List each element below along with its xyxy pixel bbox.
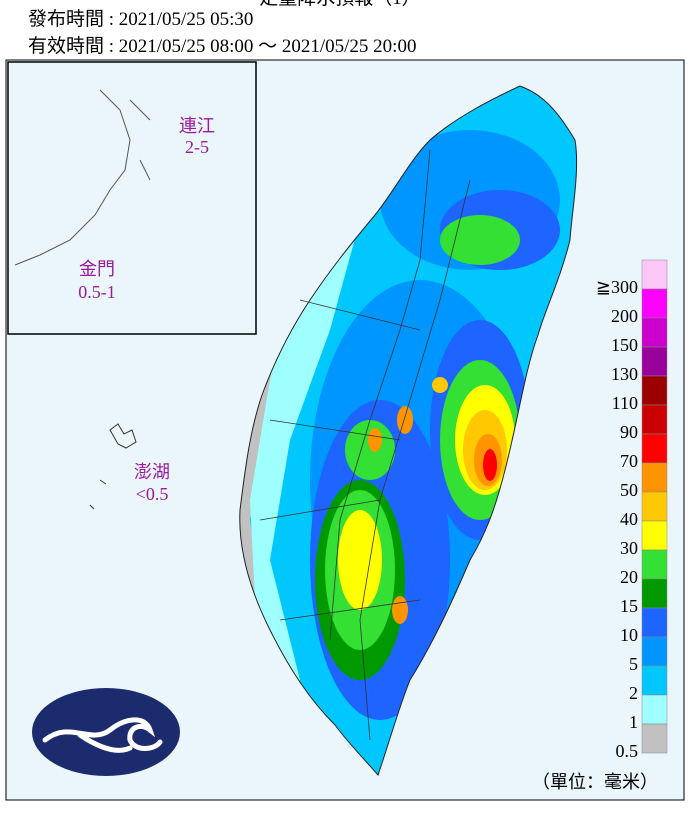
legend-swatch [641, 636, 668, 667]
legend-label: 70 [620, 451, 638, 471]
legend-label: 130 [611, 364, 638, 384]
legend-label: 150 [611, 335, 638, 355]
legend-label: 0.5 [616, 741, 639, 761]
legend-swatch [641, 462, 668, 493]
place-value: <0.5 [136, 484, 169, 504]
legend-label: 15 [620, 596, 638, 616]
legend-label: 40 [620, 509, 638, 529]
legend-label: 90 [620, 422, 638, 442]
legend-label: 50 [620, 480, 638, 500]
place-name: 澎湖 [134, 462, 170, 482]
legend-swatch [641, 723, 668, 754]
legend-swatch [641, 491, 668, 522]
legend-swatch [641, 578, 668, 609]
legend-label: 1 [629, 712, 638, 732]
legend: ≧300 200 150 130 110 90 70 50 40 30 20 15 10 5 2 1 0.5 [596, 259, 668, 761]
place-value: 2-5 [185, 137, 209, 157]
penghu-islands [89, 423, 137, 510]
legend-swatch [641, 317, 668, 348]
legend-label: 30 [620, 538, 638, 558]
legend-label: 5 [629, 654, 638, 674]
legend-swatch [641, 288, 668, 319]
legend-label: 2 [629, 683, 638, 703]
legend-swatch [641, 433, 668, 464]
valid-time: 有效時間 : 2021/05/25 08:00 ～ 2021/05/25 20:… [28, 35, 416, 57]
legend-label: 10 [620, 625, 638, 645]
legend-swatch [641, 259, 668, 290]
legend-swatch [641, 404, 668, 435]
legend-swatch [641, 607, 668, 638]
logo-swirl [42, 717, 163, 753]
place-name: 連江 [179, 116, 215, 136]
inset-box [7, 61, 257, 335]
legend-swatch [641, 549, 668, 580]
county-lines [259, 149, 471, 741]
legend-swatch [641, 520, 668, 551]
inset-coast [14, 89, 151, 266]
issued-time: 發布時間 : 2021/05/25 05:30 [28, 8, 253, 30]
place-value: 0.5-1 [78, 282, 116, 302]
legend-swatch [641, 694, 668, 725]
legend-swatch [641, 665, 668, 696]
unit-label: （單位：毫米） [532, 772, 658, 792]
title: 定量降水預報（1） [259, 0, 421, 9]
legend-label: 110 [612, 393, 638, 413]
legend-label: 20 [620, 567, 638, 587]
legend-swatch [641, 346, 668, 377]
legend-label: 200 [611, 306, 638, 326]
legend-swatch [641, 375, 668, 406]
legend-label: ≧300 [596, 277, 638, 297]
place-name: 金門 [79, 259, 115, 279]
